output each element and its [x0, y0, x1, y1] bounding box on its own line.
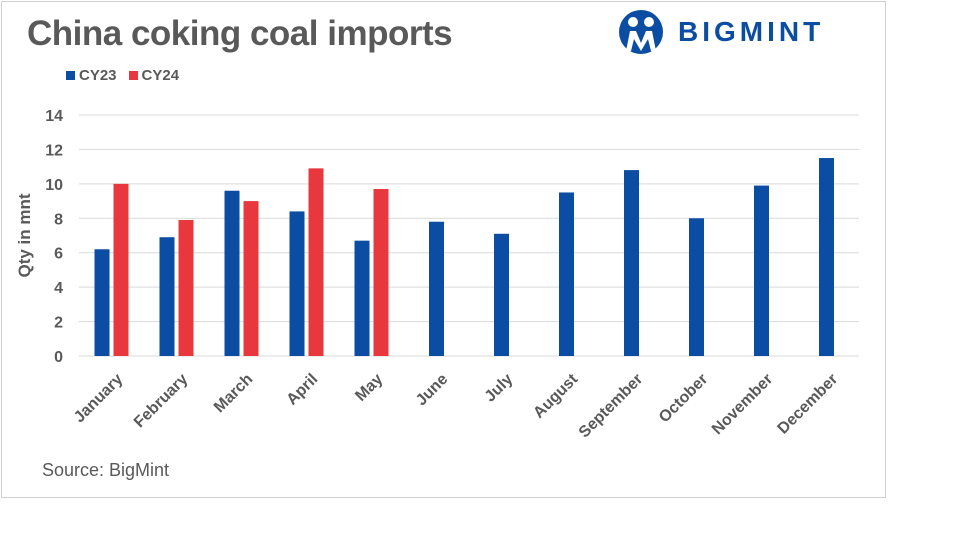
- legend-item-cy23: CY23: [66, 67, 117, 84]
- x-tick-label: May: [352, 371, 386, 405]
- legend-swatch-cy24: [128, 71, 138, 80]
- x-tick-label: October: [656, 371, 711, 426]
- brand-logo: BIGMINT: [618, 9, 824, 55]
- y-axis-label: Qty in mnt: [15, 193, 34, 277]
- bigmint-logo-icon: [619, 10, 663, 54]
- x-tick-label: August: [530, 370, 581, 421]
- x-tick-label: November: [709, 371, 776, 438]
- legend-swatch-cy23: [66, 71, 75, 80]
- bar-cy23-august: [559, 192, 574, 356]
- bar-cy23-december: [819, 158, 834, 356]
- legend: CY23 CY24: [66, 67, 191, 84]
- source-note: Source: BigMint: [42, 460, 170, 480]
- y-tick-label: 6: [54, 246, 63, 263]
- x-tick-label: June: [413, 371, 451, 409]
- y-tick-label: 10: [45, 177, 63, 194]
- bar-cy23-april: [289, 211, 305, 356]
- y-tick-label: 0: [54, 349, 63, 366]
- bar-cy23-january: [94, 249, 110, 356]
- bar-cy23-june: [429, 221, 444, 356]
- x-tick-label: July: [482, 371, 517, 406]
- y-tick-label: 4: [54, 280, 63, 297]
- bar-cy23-november: [754, 185, 769, 356]
- bar-cy23-july: [494, 233, 509, 356]
- x-tick-label: March: [211, 371, 256, 416]
- x-tick-label: January: [71, 371, 126, 426]
- bar-cy24-january: [113, 183, 129, 356]
- bar-cy23-october: [689, 218, 704, 356]
- x-tick-label: September: [576, 371, 647, 442]
- brand-name: BIGMINT: [678, 16, 825, 47]
- bar-cy24-april: [308, 168, 324, 356]
- legend-label-cy23: CY23: [79, 67, 117, 84]
- legend-label-cy24: CY24: [141, 67, 180, 84]
- bar-cy24-may: [373, 189, 389, 356]
- bar-cy23-february: [159, 237, 175, 356]
- bar-cy23-march: [224, 190, 240, 356]
- bar-cy24-march: [243, 201, 259, 356]
- chart-title: China coking coal imports: [27, 14, 453, 53]
- bar-cy23-may: [354, 240, 370, 356]
- y-tick-label: 8: [54, 211, 63, 228]
- y-tick-label: 12: [45, 142, 63, 159]
- legend-item-cy24: CY24: [128, 67, 180, 84]
- x-tick-label: April: [284, 371, 322, 409]
- bar-cy24-february: [178, 220, 194, 356]
- bar-cy23-september: [624, 170, 639, 356]
- x-tick-label: February: [131, 371, 192, 432]
- x-tick-label: December: [775, 371, 842, 438]
- y-tick-label: 14: [45, 108, 63, 125]
- y-tick-label: 2: [54, 315, 63, 332]
